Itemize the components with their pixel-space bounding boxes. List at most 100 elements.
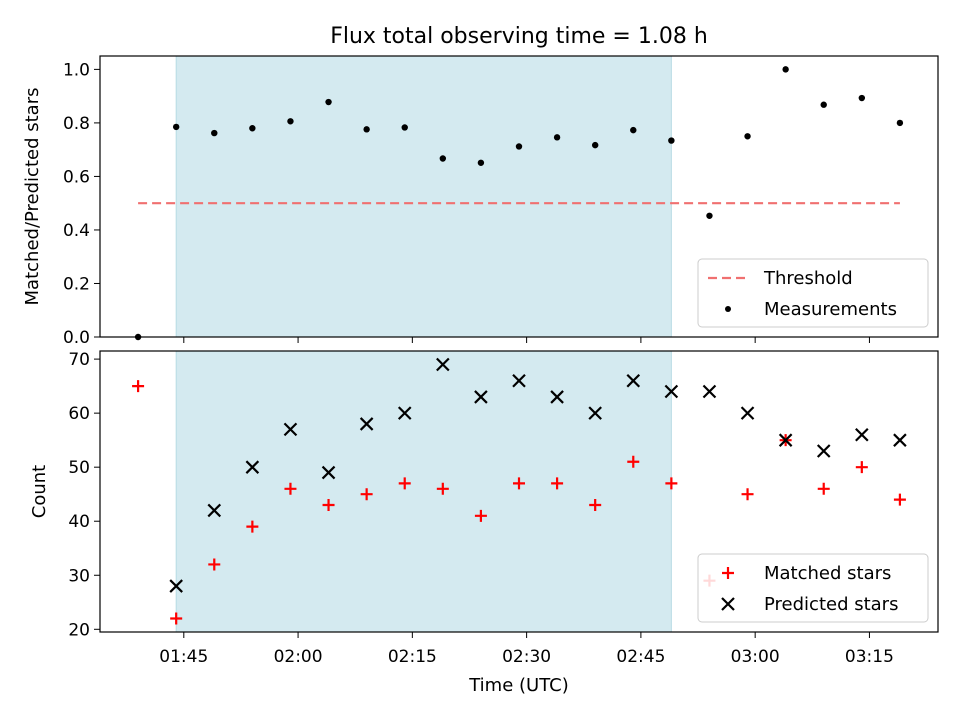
x-tick-label: 03:15 xyxy=(845,647,894,667)
panel-counts: 20 30 40 50 60 70 01:45 02:00 02:15 02:30 02:45 03:… xyxy=(29,350,939,667)
predicted-stars-point xyxy=(245,460,260,474)
predicted-stars-point xyxy=(436,357,450,372)
predicted-stars-point xyxy=(550,390,564,404)
predicted-stars-point xyxy=(778,433,793,447)
measurement-point xyxy=(896,119,904,127)
predicted-stars-point xyxy=(397,406,412,420)
matched-stars-point xyxy=(322,499,335,512)
measurement-point xyxy=(782,66,789,73)
measurement-point xyxy=(515,143,523,150)
legend-label: Matched stars xyxy=(764,563,891,584)
matched-stars-point xyxy=(360,488,373,501)
matched-stars-point xyxy=(398,477,411,490)
axes-frame xyxy=(99,350,939,633)
x-tick-label: 01:45 xyxy=(159,647,208,667)
y-axis-label: Matched/Predicted stars xyxy=(22,88,43,306)
y-tick-label: 0.4 xyxy=(63,221,90,241)
predicted-stars-point xyxy=(321,465,336,480)
y-tick-label: 0.6 xyxy=(63,167,90,187)
x-tick-label: 02:15 xyxy=(388,647,437,667)
y-tick-label: 70 xyxy=(68,350,90,370)
y-tick-label: 0.8 xyxy=(63,114,90,134)
matched-stars-point xyxy=(436,482,449,495)
matched-stars-point xyxy=(817,482,830,495)
predicted-stars-point xyxy=(740,406,755,420)
x-tick-label: 02:30 xyxy=(502,647,551,667)
measurement-point xyxy=(325,98,332,106)
matched-stars-point xyxy=(513,477,525,490)
x-tick-label: 02:00 xyxy=(274,647,323,667)
legend-label: Measurements xyxy=(764,299,897,320)
x-tick-label: 02:45 xyxy=(616,647,665,667)
measurement-point xyxy=(744,133,751,140)
measurement-point xyxy=(363,126,370,133)
matched-stars-point xyxy=(551,477,564,490)
measurement-point xyxy=(477,159,485,166)
legend: Threshold Measurements xyxy=(697,258,929,328)
matched-stars-point xyxy=(474,509,487,522)
x-tick-label: 03:00 xyxy=(731,647,780,667)
measurement-point xyxy=(591,141,599,149)
y-tick-label: 40 xyxy=(68,512,90,532)
predicted-stars-point xyxy=(283,422,298,437)
measurement-point xyxy=(439,155,447,162)
legend: Matched stars Predicted stars xyxy=(697,553,929,623)
measurement-point xyxy=(706,212,713,219)
y-tick-label: 60 xyxy=(68,404,90,424)
matched-stars-point xyxy=(589,499,602,512)
measurement-point xyxy=(858,94,866,102)
matched-stars-point xyxy=(627,455,640,468)
predicted-stars-point xyxy=(702,384,717,399)
legend-box xyxy=(697,258,929,328)
matched-stars-point xyxy=(284,482,297,495)
matched-stars-point xyxy=(208,558,221,571)
panel-ratio: 0.0 0.2 0.4 0.6 0.8 1.0 Matched/Predicted star… xyxy=(22,55,939,348)
matched-stars-point xyxy=(855,461,868,474)
measurement-point xyxy=(249,125,256,132)
matched-stars-point xyxy=(893,493,906,506)
matched-stars-point xyxy=(170,612,183,625)
legend-plus-swatch xyxy=(722,567,734,579)
measurement-point xyxy=(820,101,827,108)
matched-stars-point xyxy=(741,488,754,501)
y-tick-label: 50 xyxy=(68,458,90,478)
predicted-stars-point xyxy=(893,433,907,447)
x-axis-label: Time (UTC) xyxy=(468,675,569,696)
y-tick-label: 0.2 xyxy=(63,274,90,294)
predicted-stars-point xyxy=(855,427,869,442)
y-tick-label: 1.0 xyxy=(63,60,90,80)
axes-frame xyxy=(99,55,939,338)
y-tick-label: 0.0 xyxy=(63,328,90,348)
predicted-stars-point xyxy=(474,390,488,404)
y-tick-label: 20 xyxy=(68,620,90,640)
measurement-point xyxy=(630,126,637,134)
measurement-point xyxy=(668,137,675,144)
measurement-point xyxy=(401,124,408,131)
predicted-stars-point xyxy=(626,373,641,388)
legend-dot-swatch xyxy=(725,306,731,312)
predicted-stars-point xyxy=(359,417,374,431)
matched-stars-point xyxy=(665,477,678,490)
predicted-stars-point xyxy=(588,406,602,420)
legend-label: Predicted stars xyxy=(764,594,898,615)
y-axis-label: Count xyxy=(29,465,50,518)
legend-box xyxy=(697,553,929,623)
measurement-point xyxy=(287,118,294,125)
predicted-stars-point xyxy=(169,579,183,593)
chart-title: Flux total observing time = 1.08 h xyxy=(330,24,708,49)
legend-x-swatch xyxy=(721,597,735,611)
predicted-stars-point xyxy=(512,373,526,388)
observing-window-span xyxy=(175,55,672,338)
observing-window-span xyxy=(175,350,672,633)
matched-stars-point xyxy=(132,380,145,393)
measurement-point xyxy=(553,134,561,141)
matched-stars-point xyxy=(246,520,259,533)
measurement-point xyxy=(211,129,218,137)
y-tick-label: 30 xyxy=(68,566,90,586)
predicted-stars-point xyxy=(207,503,222,518)
predicted-stars-point xyxy=(816,444,831,458)
predicted-stars-point xyxy=(664,384,679,399)
legend-label: Threshold xyxy=(763,268,853,289)
measurement-point xyxy=(172,123,180,131)
